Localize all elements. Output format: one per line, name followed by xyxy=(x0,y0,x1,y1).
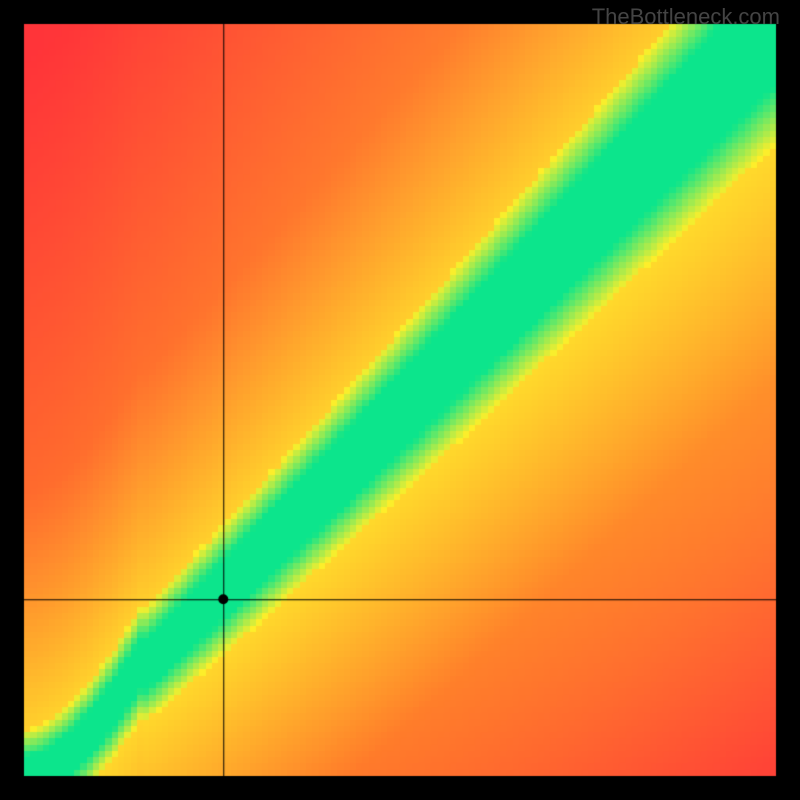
watermark-text: TheBottleneck.com xyxy=(592,4,780,30)
chart-container: TheBottleneck.com xyxy=(0,0,800,800)
bottleneck-heatmap-canvas xyxy=(0,0,800,800)
